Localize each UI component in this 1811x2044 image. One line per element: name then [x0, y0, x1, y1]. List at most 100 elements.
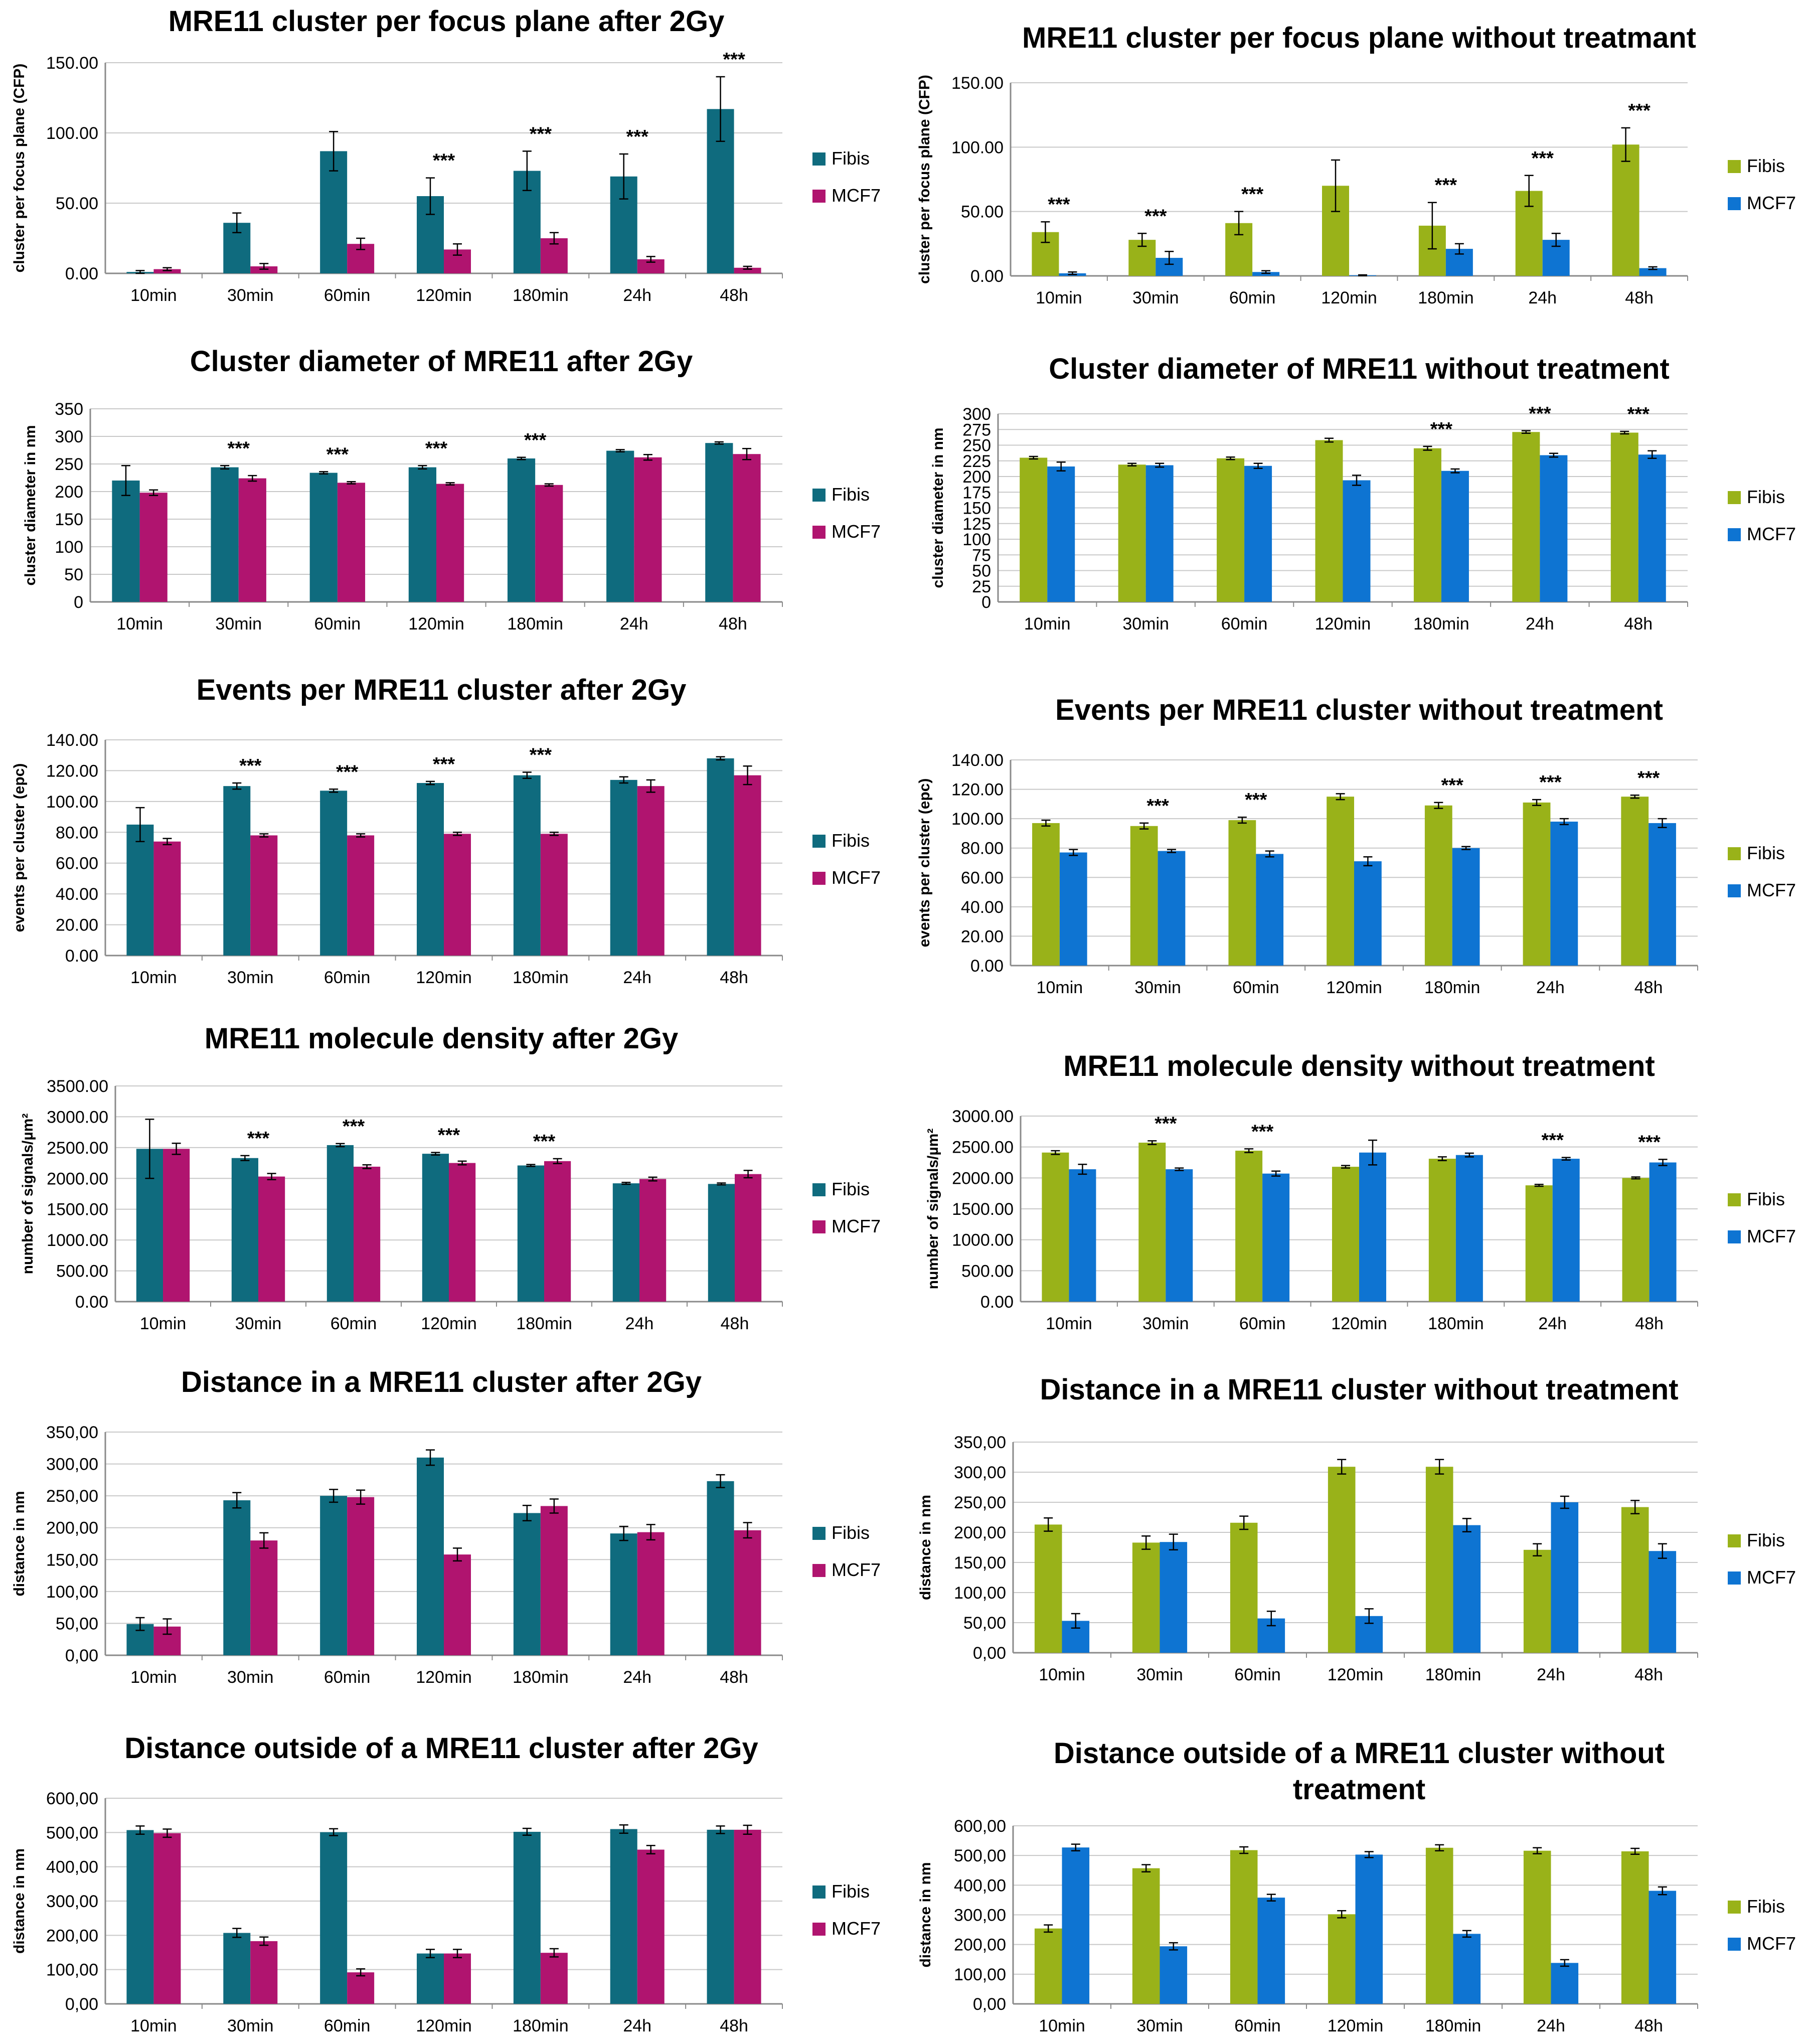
bar-fibis-48h: [1621, 1851, 1649, 2004]
y-tick-label: 175: [962, 483, 991, 502]
legend-swatch-fibis: [812, 1885, 826, 1899]
error-bar: [1461, 846, 1471, 850]
error-bar: [714, 441, 724, 445]
bar-mcf7-10min: [153, 269, 181, 273]
bar-fibis-24h: [606, 450, 634, 602]
error-bar: [1559, 818, 1569, 826]
error-bar: [553, 1158, 562, 1165]
bar-mcf7-60min: [1257, 1898, 1285, 2004]
bar-mcf7-120min: [1359, 1152, 1386, 1302]
bar-mcf7-180min: [1441, 470, 1469, 602]
legend-label-mcf7: MCF7: [832, 1559, 881, 1580]
x-tick-label: 48h: [1624, 614, 1653, 634]
error-bar: [162, 838, 172, 846]
bar-fibis-180min: [513, 1513, 541, 1655]
x-tick-label: 60min: [1229, 288, 1276, 307]
significance-marker: ***: [1241, 184, 1264, 205]
bar-fibis-60min: [1230, 1850, 1258, 2004]
chart-dist-out-2gy: Distance outside of a MRE11 cluster afte…: [11, 1732, 881, 2035]
bar-fibis-30min: [1132, 1868, 1160, 2004]
bar-mcf7-30min: [258, 1176, 285, 1302]
bar-fibis-60min: [309, 473, 338, 602]
bar-fibis-24h: [610, 1829, 637, 2004]
bar-mcf7-180min: [540, 834, 568, 956]
bar-mcf7-48h: [735, 1174, 762, 1302]
significance-marker: ***: [1155, 1113, 1177, 1134]
y-tick-label: 300,00: [954, 1463, 1006, 1482]
error-bar: [431, 1152, 440, 1156]
bar-fibis-24h: [612, 1183, 639, 1302]
legend-label-fibis: Fibis: [1747, 843, 1785, 863]
y-tick-label: 40.00: [56, 885, 98, 904]
legend-swatch-fibis: [812, 152, 826, 166]
error-bar: [743, 1522, 752, 1539]
bar-mcf7-120min: [1343, 480, 1371, 602]
x-tick-label: 60min: [1221, 614, 1268, 634]
error-bar: [418, 465, 427, 470]
error-bar: [1521, 430, 1531, 434]
bar-fibis-30min: [1138, 1143, 1166, 1302]
error-bar: [646, 1524, 655, 1541]
y-tick-label: 125: [962, 515, 991, 534]
bar-mcf7-60min: [354, 1166, 381, 1302]
legend-label-fibis: Fibis: [1747, 487, 1785, 507]
x-tick-label: 120min: [416, 2016, 472, 2035]
legend-label-mcf7: MCF7: [1747, 1567, 1796, 1588]
error-bar: [356, 833, 366, 838]
error-bar: [1147, 1140, 1157, 1145]
x-tick-label: 24h: [623, 968, 651, 987]
error-bar: [1336, 793, 1345, 801]
y-tick-label: 0.00: [970, 267, 1004, 286]
y-tick-label: 250: [962, 436, 991, 455]
significance-marker: ***: [530, 123, 552, 144]
chart-title: Distance outside of a MRE11 cluster with…: [1054, 1737, 1665, 1770]
error-bar: [522, 1504, 532, 1521]
chart-title: treatment: [1293, 1773, 1425, 1806]
bar-fibis-10min: [112, 481, 140, 602]
error-bar: [1551, 233, 1561, 247]
bar-mcf7-120min: [1355, 1854, 1383, 2004]
error-bar: [743, 765, 752, 785]
chart-title: MRE11 molecule density after 2Gy: [205, 1023, 678, 1055]
bar-mcf7-10min: [153, 841, 181, 956]
error-bar: [220, 465, 230, 470]
y-axis-label: number of signals/µm²: [20, 1114, 36, 1275]
y-tick-label: 150: [962, 499, 991, 518]
chart-epc-untreated: Events per MRE11 cluster without treatme…: [916, 694, 1796, 997]
y-tick-label: 0.00: [970, 957, 1004, 976]
error-bar: [1253, 462, 1263, 469]
error-bar: [549, 1948, 559, 1958]
y-tick-label: 60.00: [56, 854, 98, 873]
legend-label-mcf7: MCF7: [1747, 524, 1796, 544]
bar-fibis-120min: [417, 1457, 444, 1655]
x-tick-label: 48h: [720, 1668, 748, 1687]
bar-fibis-10min: [126, 1830, 154, 2004]
significance-marker: ***: [425, 438, 448, 459]
x-tick-label: 60min: [324, 1668, 371, 1687]
bar-mcf7-10min: [1069, 1169, 1096, 1302]
error-bar: [1266, 1610, 1276, 1627]
error-bar: [619, 1525, 628, 1541]
legend-label-fibis: Fibis: [1747, 1189, 1785, 1209]
significance-marker: ***: [1542, 1130, 1564, 1151]
error-bar: [362, 1164, 372, 1169]
y-tick-label: 100.00: [951, 810, 1004, 829]
bar-fibis-24h: [1512, 432, 1540, 602]
legend-swatch-fibis: [812, 489, 826, 502]
bar-fibis-60min: [320, 1832, 348, 2004]
bar-mcf7-24h: [1552, 1159, 1580, 1302]
x-tick-label: 180min: [1413, 614, 1469, 634]
bar-mcf7-48h: [734, 1530, 761, 1655]
significance-marker: ***: [239, 755, 262, 776]
bar-mcf7-180min: [1452, 848, 1480, 966]
error-bar: [162, 1828, 172, 1838]
y-tick-label: 150,00: [46, 1550, 98, 1569]
y-tick-label: 100.00: [46, 124, 98, 143]
legend-swatch-fibis: [1728, 491, 1741, 504]
error-bar: [619, 153, 628, 200]
y-tick-label: 0: [981, 593, 991, 612]
y-tick-label: 0.00: [65, 264, 98, 283]
error-bar: [619, 1824, 628, 1834]
bar-fibis-10min: [1032, 823, 1060, 966]
